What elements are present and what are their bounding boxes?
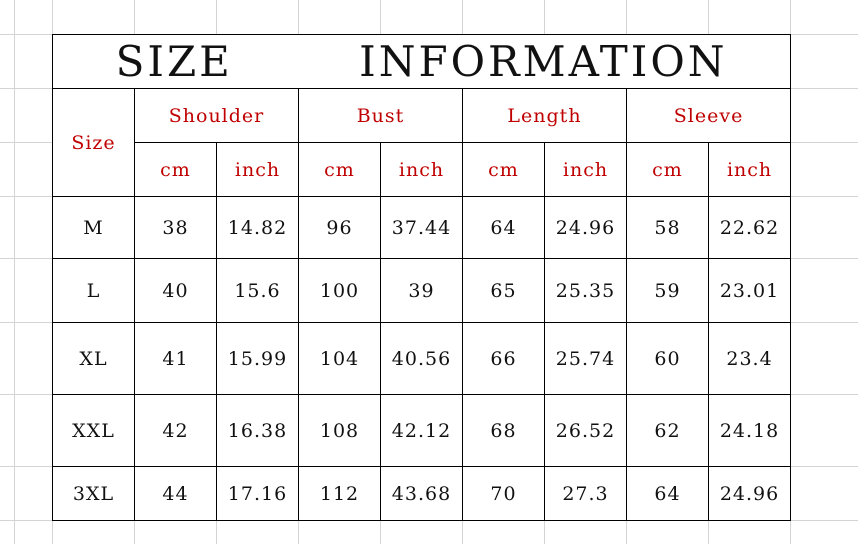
value-cell: 24.18 [707,394,792,467]
unit-header: cm [626,142,709,197]
value-cell: 24.96 [707,466,792,521]
size-cell: M [52,196,135,259]
value-cell: 17.16 [216,466,299,521]
value-cell: 41 [134,322,217,395]
value-cell: 96 [298,196,381,259]
unit-header: cm [462,142,545,197]
table-row: 3XL 44 17.16 112 43.68 70 27.3 64 24.96 [52,466,792,521]
value-cell: 44 [134,466,217,521]
value-cell: 23.01 [707,258,792,323]
size-cell: XXL [52,394,135,467]
group-header: Shoulder [134,88,299,143]
value-cell: 43.68 [380,466,463,521]
size-cell: XL [52,322,135,395]
value-cell: 108 [298,394,381,467]
value-cell: 64 [626,466,709,521]
value-cell: 23.4 [707,322,792,395]
value-cell: 37.44 [380,196,463,259]
value-cell: 15.6 [216,258,299,323]
value-cell: 38 [134,196,217,259]
size-cell: L [52,258,135,323]
group-header: Length [462,88,627,143]
value-cell: 39 [380,258,463,323]
value-cell: 100 [298,258,381,323]
value-cell: 15.99 [216,322,299,395]
table-row: XL 41 15.99 104 40.56 66 25.74 60 23.4 [52,322,792,395]
value-cell: 40.56 [380,322,463,395]
value-cell: 60 [626,322,709,395]
value-cell: 68 [462,394,545,467]
value-cell: 66 [462,322,545,395]
value-cell: 112 [298,466,381,521]
group-header: Sleeve [625,88,792,143]
size-cell: 3XL [52,466,135,521]
value-cell: 14.82 [216,196,299,259]
unit-header: cm [134,142,217,197]
value-cell: 42 [134,394,217,467]
unit-header: cm [298,142,381,197]
table-row: XXL 42 16.38 108 42.12 68 26.52 62 24.18 [52,394,792,467]
value-cell: 70 [462,466,545,521]
group-header: Bust [298,88,463,143]
value-cell: 59 [626,258,709,323]
value-cell: 42.12 [380,394,463,467]
unit-header: inch [216,142,299,197]
value-cell: 25.74 [544,322,627,395]
table-title: SIZE INFORMATION [51,34,792,89]
size-header: Size [52,88,135,197]
value-cell: 22.62 [707,196,792,259]
value-cell: 104 [298,322,381,395]
size-chart-table: SIZE INFORMATION Size Shoulder Bust Leng… [51,34,792,521]
table-row: L 40 15.6 100 39 65 25.35 59 23.01 [52,258,792,323]
unit-header: inch [380,142,463,197]
value-cell: 40 [134,258,217,323]
value-cell: 27.3 [544,466,627,521]
value-cell: 25.35 [544,258,627,323]
table-row: M 38 14.82 96 37.44 64 24.96 58 22.62 [52,196,792,259]
value-cell: 64 [462,196,545,259]
value-cell: 62 [626,394,709,467]
value-cell: 26.52 [544,394,627,467]
value-cell: 65 [462,258,545,323]
value-cell: 16.38 [216,394,299,467]
value-cell: 24.96 [544,196,627,259]
unit-header: inch [707,142,792,197]
unit-header: inch [544,142,627,197]
value-cell: 58 [626,196,709,259]
